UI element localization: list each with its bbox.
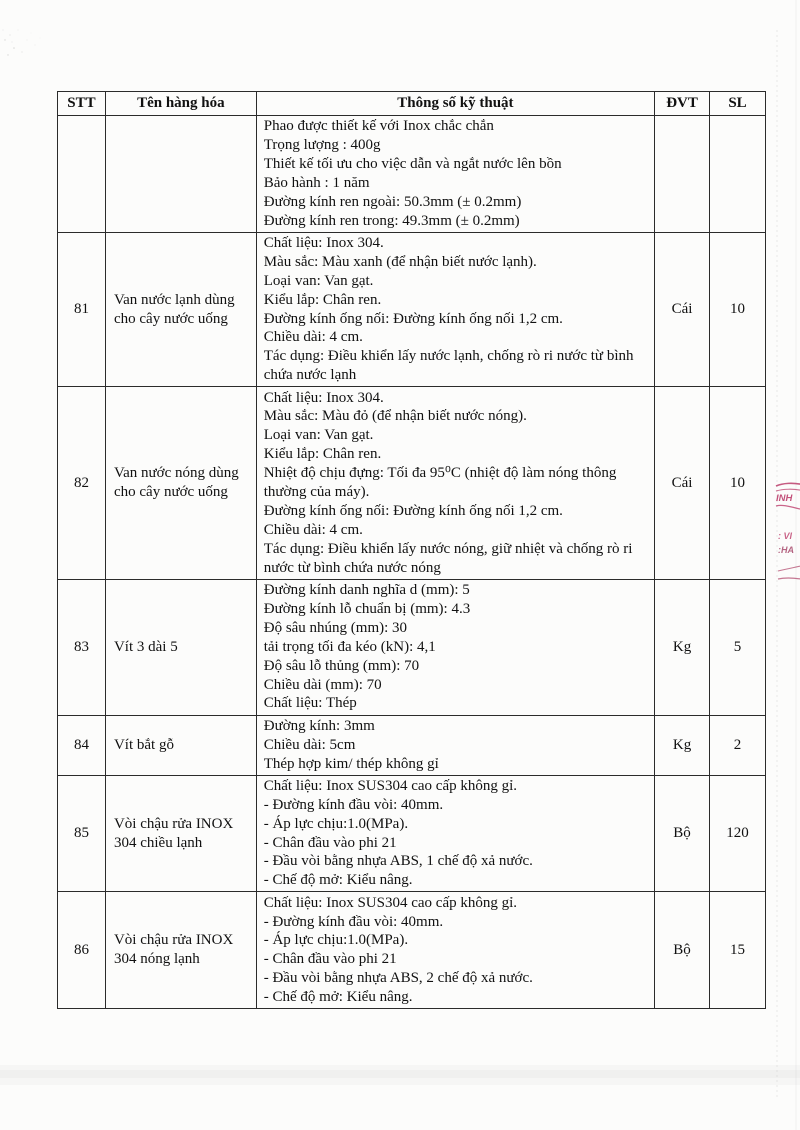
- svg-text:INH: INH: [776, 493, 794, 504]
- svg-text::HA: :HA: [778, 545, 794, 555]
- svg-text:: VI: : VI: [778, 531, 793, 541]
